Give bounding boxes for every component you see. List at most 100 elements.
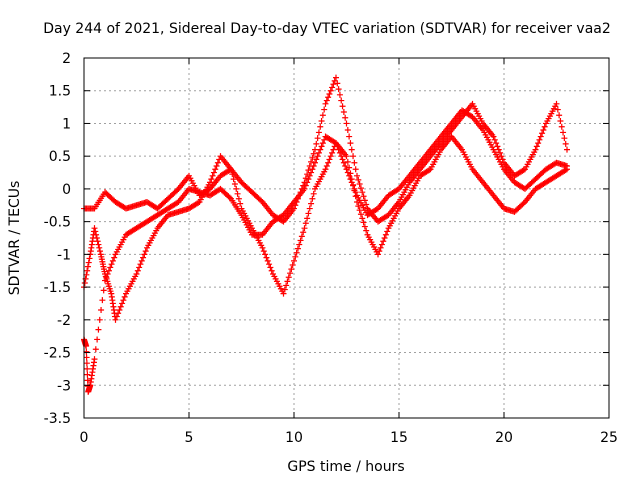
data-point bbox=[96, 316, 103, 323]
data-point bbox=[174, 187, 181, 194]
data-point bbox=[96, 244, 103, 251]
data-point bbox=[111, 254, 118, 261]
data-point bbox=[540, 127, 547, 133]
data-point bbox=[564, 146, 570, 153]
data-point bbox=[83, 354, 90, 361]
data-point bbox=[293, 249, 300, 256]
data-point bbox=[322, 100, 329, 107]
data-point bbox=[103, 274, 110, 281]
data-point bbox=[351, 159, 358, 166]
data-point bbox=[226, 194, 233, 201]
data-points bbox=[81, 74, 570, 395]
data-point bbox=[520, 200, 527, 207]
data-point bbox=[93, 231, 100, 238]
data-point bbox=[285, 274, 292, 281]
data-point bbox=[351, 185, 358, 192]
data-point bbox=[553, 100, 560, 107]
data-point bbox=[330, 146, 337, 153]
data-point bbox=[334, 143, 341, 150]
data-point bbox=[347, 140, 354, 147]
y-tick-label: -3 bbox=[57, 378, 71, 394]
x-tick-label: 10 bbox=[285, 430, 303, 446]
y-axis-label: SDTVAR / TECUs bbox=[7, 181, 23, 296]
x-axis: 0 5 10 15 20 25 bbox=[80, 58, 618, 446]
data-point bbox=[86, 255, 93, 262]
data-point bbox=[323, 163, 330, 169]
y-tick-label: -2.5 bbox=[44, 346, 71, 362]
data-point bbox=[360, 219, 367, 226]
data-point bbox=[325, 159, 332, 166]
data-point bbox=[313, 156, 320, 163]
data-point bbox=[305, 210, 312, 217]
data-point bbox=[264, 257, 271, 264]
data-point bbox=[361, 197, 368, 204]
data-point bbox=[312, 146, 318, 153]
data-point bbox=[262, 251, 269, 258]
data-point bbox=[334, 80, 341, 87]
data-point bbox=[141, 251, 148, 258]
data-point bbox=[213, 163, 220, 169]
data-point bbox=[113, 313, 120, 320]
data-point bbox=[93, 235, 100, 241]
data-point bbox=[84, 267, 91, 274]
series-track-c bbox=[81, 107, 570, 395]
data-point bbox=[233, 185, 240, 192]
data-point bbox=[302, 182, 309, 189]
data-point bbox=[323, 97, 330, 104]
data-point bbox=[561, 135, 568, 142]
y-tick-label: 1.5 bbox=[49, 84, 71, 100]
data-point bbox=[380, 238, 387, 245]
x-tick-label: 25 bbox=[600, 430, 618, 446]
data-point bbox=[360, 193, 367, 200]
data-point bbox=[327, 87, 334, 94]
data-point bbox=[287, 270, 294, 277]
y-tick-label: 1 bbox=[62, 116, 71, 132]
data-point bbox=[317, 146, 324, 153]
data-point bbox=[310, 190, 317, 197]
grid bbox=[84, 58, 609, 418]
data-point bbox=[350, 153, 357, 160]
data-point bbox=[137, 261, 144, 268]
data-point bbox=[335, 146, 342, 153]
data-point bbox=[356, 207, 363, 214]
data-point bbox=[105, 267, 112, 274]
data-point bbox=[116, 307, 123, 313]
data-point bbox=[267, 264, 274, 271]
data-point bbox=[306, 205, 313, 212]
plot-frame bbox=[83, 57, 610, 419]
data-point bbox=[289, 262, 296, 268]
data-point bbox=[235, 195, 242, 202]
data-point bbox=[338, 153, 345, 160]
data-point bbox=[558, 123, 565, 130]
data-point bbox=[301, 185, 308, 192]
data-point bbox=[326, 91, 333, 97]
data-point bbox=[305, 176, 312, 183]
data-point bbox=[352, 189, 359, 196]
data-point bbox=[138, 257, 145, 264]
data-point bbox=[339, 156, 346, 163]
data-point bbox=[329, 149, 336, 156]
data-point bbox=[119, 300, 126, 307]
data-point bbox=[300, 229, 307, 236]
data-point bbox=[359, 189, 366, 196]
data-point bbox=[297, 237, 304, 244]
data-point bbox=[340, 159, 347, 166]
data-point bbox=[212, 166, 219, 173]
data-point bbox=[308, 200, 315, 207]
data-point bbox=[532, 146, 539, 153]
data-point bbox=[491, 136, 498, 143]
data-point bbox=[115, 310, 122, 317]
data-point bbox=[309, 166, 316, 173]
data-point bbox=[535, 140, 542, 147]
data-point bbox=[210, 169, 217, 176]
data-point bbox=[556, 112, 563, 119]
data-point bbox=[229, 171, 236, 178]
data-point bbox=[292, 253, 299, 260]
data-point bbox=[377, 244, 384, 251]
data-point bbox=[283, 282, 290, 289]
data-point bbox=[308, 169, 315, 176]
data-point bbox=[312, 159, 318, 166]
data-point bbox=[536, 136, 543, 143]
data-point bbox=[357, 185, 364, 192]
